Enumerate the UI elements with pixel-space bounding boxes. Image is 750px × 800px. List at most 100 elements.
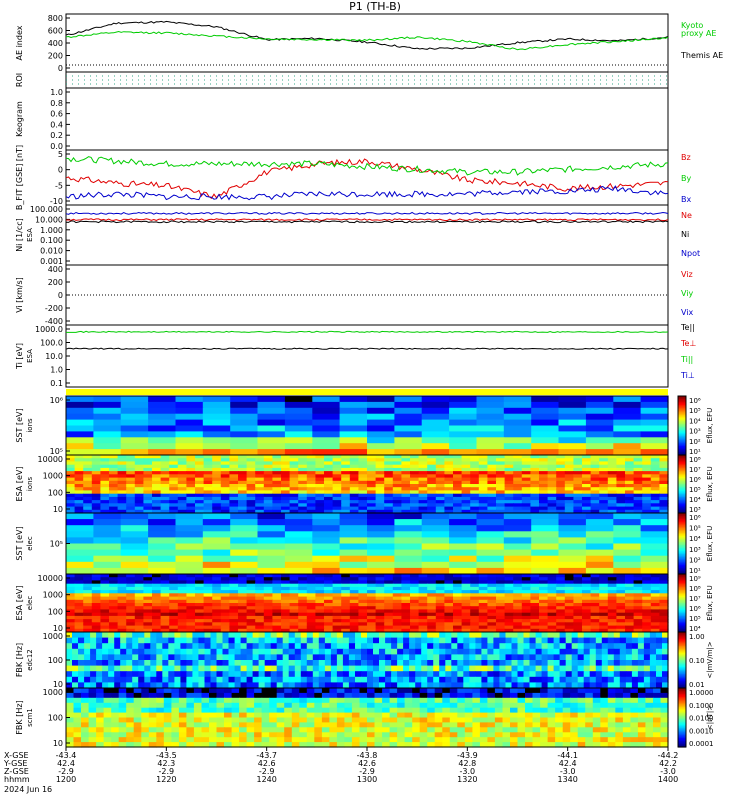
- esa_i-cell: [453, 506, 463, 511]
- esa_e-colorbar-cell: [678, 597, 686, 600]
- fbk_e-cell: [601, 660, 609, 667]
- fbk_e-cell: [475, 682, 482, 689]
- fbk_e-cell: [643, 637, 651, 644]
- esa_i-cell: [341, 474, 351, 479]
- esa_e-cell: [392, 583, 402, 588]
- esa_e-cell: [83, 615, 93, 620]
- fbk_b-cell: [321, 702, 330, 709]
- sst_e-cell: [120, 555, 149, 563]
- esa_i-cell: [410, 471, 420, 475]
- fbk_b-cell: [171, 697, 180, 704]
- esa_e-cell: [384, 609, 394, 614]
- esa_i-cell: [169, 490, 179, 495]
- fbk_e-cell: [511, 665, 519, 672]
- sst_i-cell: [531, 443, 560, 450]
- esa_i-cell: [504, 480, 514, 485]
- fbk_b-cell: [525, 722, 534, 728]
- fbk_b-cell: [306, 707, 315, 714]
- fbk_e-cell: [583, 637, 591, 644]
- esa_i-cell: [349, 477, 359, 482]
- fbk_e-cell: [84, 676, 91, 683]
- fbk_e-cell: [361, 665, 368, 672]
- fbk_e-cell: [84, 632, 91, 639]
- sst_e-cell: [230, 513, 259, 520]
- esa_e-cell: [229, 583, 239, 588]
- fbk_e-cell: [457, 660, 464, 667]
- esa_i-cell: [461, 503, 471, 508]
- fbk_e-cell: [252, 648, 260, 655]
- fbk_e-cell: [565, 654, 573, 661]
- esa_i-cell: [349, 509, 359, 514]
- fbk_e-cell: [361, 637, 368, 644]
- esa_i-cell: [134, 493, 144, 498]
- fbk_b-cell: [163, 688, 172, 694]
- sst_e-cell: [503, 555, 532, 563]
- esa_i-cell: [453, 480, 463, 485]
- fbk_e-cell: [240, 648, 248, 655]
- fbk_e-cell: [457, 671, 464, 678]
- fbk_b-cell: [653, 697, 662, 704]
- esa_e-cell: [246, 612, 256, 617]
- esa_e-cell: [298, 603, 308, 607]
- fbk_e-cell: [348, 654, 356, 661]
- sst_i-cell: [312, 437, 341, 444]
- sst_i-cell: [394, 443, 423, 450]
- esa_i-cell: [212, 467, 222, 472]
- esa_e-colorbar-cell: [678, 621, 686, 624]
- esa_i-cell: [91, 496, 101, 501]
- esa_e-cell: [238, 583, 248, 588]
- fbk_e-cell: [228, 660, 236, 667]
- fbk_b-cell: [231, 692, 240, 699]
- fbk_e-cell: [84, 660, 91, 667]
- esa_e-cell: [375, 622, 385, 627]
- sst_i-cell: [284, 437, 313, 444]
- fbk_e-cell: [204, 665, 212, 672]
- esa_i-cell: [263, 480, 273, 485]
- fbk_e-cell: [204, 632, 212, 639]
- fbk_b-cell: [224, 697, 233, 704]
- esa_e-cell: [607, 580, 617, 585]
- fbk_e-cell: [481, 632, 488, 639]
- esa_e-cell: [186, 606, 196, 610]
- esa_e-cell: [487, 612, 497, 617]
- fbk_b-cell: [178, 717, 187, 723]
- fbk_e-cell: [439, 665, 446, 672]
- fbk_b-cell: [336, 702, 345, 709]
- esa_i-cell: [427, 477, 437, 482]
- fbk_e-cell: [487, 682, 494, 689]
- esa_i-cell: [315, 506, 325, 511]
- fbk_b-cell: [118, 697, 127, 704]
- esa_i-cell: [341, 471, 351, 475]
- esa_i-cell: [117, 464, 127, 469]
- esa_i-cell: [134, 477, 144, 482]
- fbk_e-cell: [637, 682, 645, 689]
- esa_i-cell: [100, 509, 110, 514]
- fbk_b-cell: [630, 722, 639, 728]
- esa_e-cell: [573, 603, 583, 607]
- esa_e-cell: [341, 593, 351, 598]
- fbk_e-cell: [439, 682, 446, 689]
- esa_e-cell: [435, 586, 445, 591]
- fbk_b-cell: [494, 722, 503, 728]
- fbk_e-cell: [90, 632, 97, 639]
- sst_i-cell: [230, 401, 259, 409]
- fbk_b-cell: [171, 702, 180, 709]
- esa_e-cell: [238, 612, 248, 617]
- esa_i-cell: [478, 467, 488, 472]
- esa_e-cell: [212, 574, 222, 578]
- esa_e-cell: [160, 615, 170, 620]
- esa_i-cell: [212, 484, 222, 488]
- fbk_e-cell: [72, 643, 79, 650]
- fbk_e-cell: [631, 660, 639, 667]
- sst_e-colorbar-cell: [678, 548, 686, 551]
- fbk_b-cell: [261, 692, 270, 699]
- esa_e-cell: [349, 619, 359, 623]
- esa_e-cell: [272, 583, 282, 588]
- esa_e-cell: [66, 577, 76, 581]
- esa_e-cell: [212, 625, 222, 630]
- fbk_b-cell: [141, 712, 150, 719]
- fbk_b-cell: [397, 707, 406, 714]
- esa_e-cell: [530, 603, 540, 607]
- esa_e-cell: [169, 606, 179, 610]
- fbk_b-cell: [299, 688, 308, 694]
